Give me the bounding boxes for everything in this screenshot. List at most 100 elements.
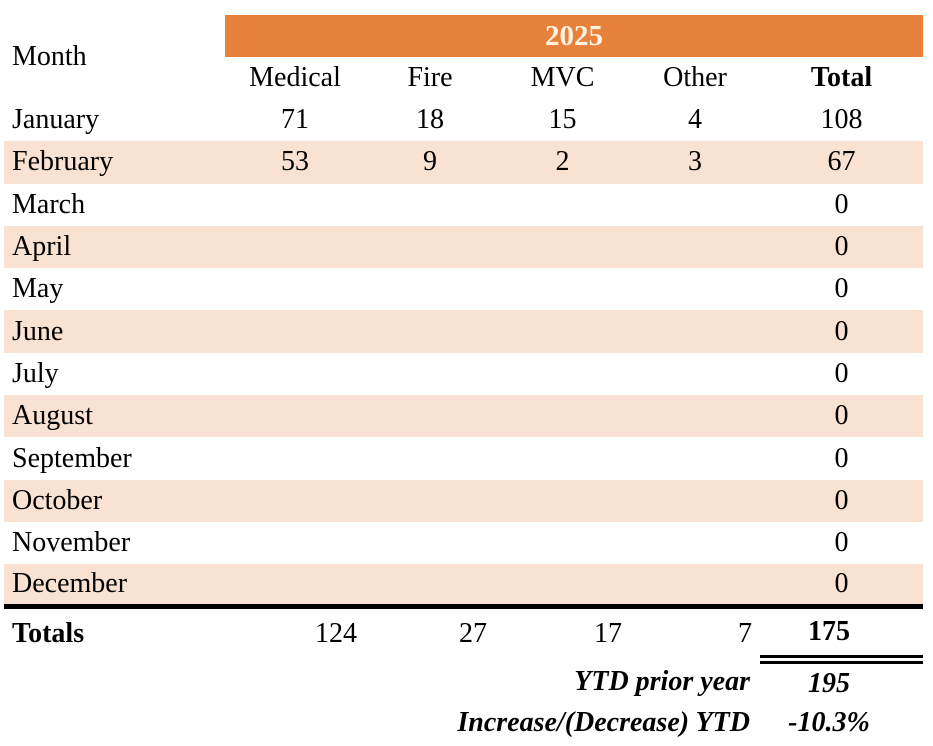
totals-label: Totals <box>4 604 225 660</box>
value-cell <box>495 226 630 268</box>
table-row: December 0 <box>4 564 923 607</box>
table-row: February 53 9 2 3 67 <box>4 141 923 184</box>
value-cell: 71 <box>281 104 309 136</box>
value-cell: 0 <box>834 568 849 600</box>
month-cell: May <box>12 273 64 305</box>
totals-row: Totals 124 27 17 7 175 <box>4 604 923 665</box>
year-banner-row: Month 2025 <box>4 15 923 72</box>
value-cell: 9 <box>423 146 437 178</box>
value-cell: 0 <box>834 442 849 474</box>
value-cell <box>630 564 760 606</box>
month-cell: November <box>12 527 131 559</box>
column-header-medical: Medical <box>249 62 341 93</box>
value-cell <box>630 437 760 479</box>
value-cell <box>495 184 630 226</box>
month-cell: April <box>12 231 72 263</box>
value-cell <box>225 395 365 437</box>
column-header-total: Total <box>810 62 873 93</box>
value-cell <box>225 268 365 310</box>
value-cell <box>225 353 365 395</box>
value-cell <box>495 564 630 606</box>
value-cell: 0 <box>834 484 849 516</box>
value-cell <box>630 268 760 310</box>
column-header-fire: Fire <box>407 62 453 93</box>
month-cell: February <box>12 146 114 178</box>
column-header-row: Medical Fire MVC Other Total <box>4 57 923 99</box>
table-row: July 0 <box>4 353 923 395</box>
value-cell: 0 <box>834 315 849 347</box>
column-header-other: Other <box>663 62 727 93</box>
value-cell <box>365 184 495 226</box>
value-cell: 0 <box>834 188 849 220</box>
totals-other: 7 <box>630 604 760 660</box>
table-row: October 0 <box>4 479 923 522</box>
value-cell <box>365 522 495 564</box>
value-cell: 2 <box>555 146 570 178</box>
value-cell <box>495 353 630 395</box>
value-cell <box>365 437 495 479</box>
month-rows-body: January 71 18 15 4 108 February 53 9 2 3 67 March 0 Ap… <box>4 99 923 607</box>
table-row: August 0 <box>4 395 923 438</box>
month-column-header: Month <box>12 41 87 72</box>
value-cell <box>365 353 495 395</box>
value-cell <box>630 480 760 522</box>
value-cell <box>495 395 630 437</box>
grand-total-value: 175 <box>760 604 923 665</box>
value-cell <box>225 480 365 522</box>
value-cell <box>630 226 760 268</box>
month-cell: March <box>12 188 86 220</box>
value-cell <box>225 564 365 606</box>
value-cell: 108 <box>820 104 863 136</box>
value-cell <box>225 184 365 226</box>
table-row: June 0 <box>4 310 923 353</box>
totals-medical: 124 <box>225 604 365 660</box>
value-cell <box>365 564 495 606</box>
value-cell: 3 <box>688 146 702 178</box>
value-cell <box>225 522 365 564</box>
value-cell <box>630 184 760 226</box>
ytd-prior-year-value: 195 <box>808 668 850 700</box>
table-row: January 71 18 15 4 108 <box>4 99 923 141</box>
value-cell <box>495 522 630 564</box>
value-cell <box>495 437 630 479</box>
value-cell <box>365 268 495 310</box>
increase-decrease-row: Increase/(Decrease) YTD -10.3% <box>4 701 923 742</box>
month-cell: June <box>12 315 64 347</box>
month-cell: August <box>12 400 93 432</box>
table-row: September 0 <box>4 437 923 479</box>
month-cell: January <box>12 104 100 136</box>
year-banner: 2025 <box>225 15 923 57</box>
value-cell <box>495 310 630 352</box>
value-cell <box>365 480 495 522</box>
ytd-prior-year-row: YTD prior year 195 <box>4 660 923 702</box>
month-cell: October <box>12 484 103 516</box>
table-row: May 0 <box>4 268 923 310</box>
value-cell <box>365 226 495 268</box>
month-cell: September <box>12 442 132 474</box>
value-cell: 0 <box>834 400 849 432</box>
value-cell <box>225 226 365 268</box>
value-cell: 0 <box>834 273 849 305</box>
value-cell <box>225 437 365 479</box>
value-cell <box>630 522 760 564</box>
value-cell <box>495 480 630 522</box>
value-cell <box>630 310 760 352</box>
value-cell: 18 <box>416 104 444 136</box>
totals-fire: 27 <box>365 604 495 660</box>
table-row: November 0 <box>4 522 923 564</box>
increase-decrease-value: -10.3% <box>788 707 870 739</box>
increase-decrease-label: Increase/(Decrease) YTD <box>457 707 750 739</box>
value-cell <box>225 310 365 352</box>
value-cell: 4 <box>688 104 702 136</box>
value-cell: 0 <box>834 527 849 559</box>
value-cell <box>630 353 760 395</box>
value-cell: 67 <box>827 146 856 178</box>
value-cell <box>365 310 495 352</box>
table-row: April 0 <box>4 225 923 269</box>
month-cell: December <box>12 568 128 600</box>
value-cell <box>630 395 760 437</box>
month-cell: July <box>12 357 59 389</box>
totals-mvc: 17 <box>495 604 630 660</box>
value-cell <box>365 395 495 437</box>
